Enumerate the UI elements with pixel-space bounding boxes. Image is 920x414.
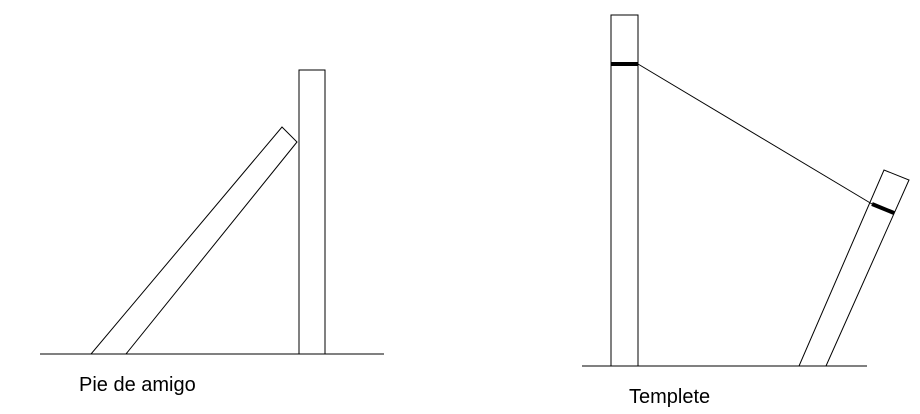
inclined-post-wire-anchor [871,202,895,215]
diagonal-strut [89,126,298,355]
right-vertical-post [610,14,639,367]
templete-caption: Templete [629,386,711,408]
left-vertical-post [298,69,326,355]
pie-de-amigo-caption: Pie de amigo [79,374,196,396]
pie-de-amigo-figure [40,69,384,355]
guy-wire [637,63,873,205]
inclined-post [798,169,910,367]
templete-figure [582,14,910,367]
